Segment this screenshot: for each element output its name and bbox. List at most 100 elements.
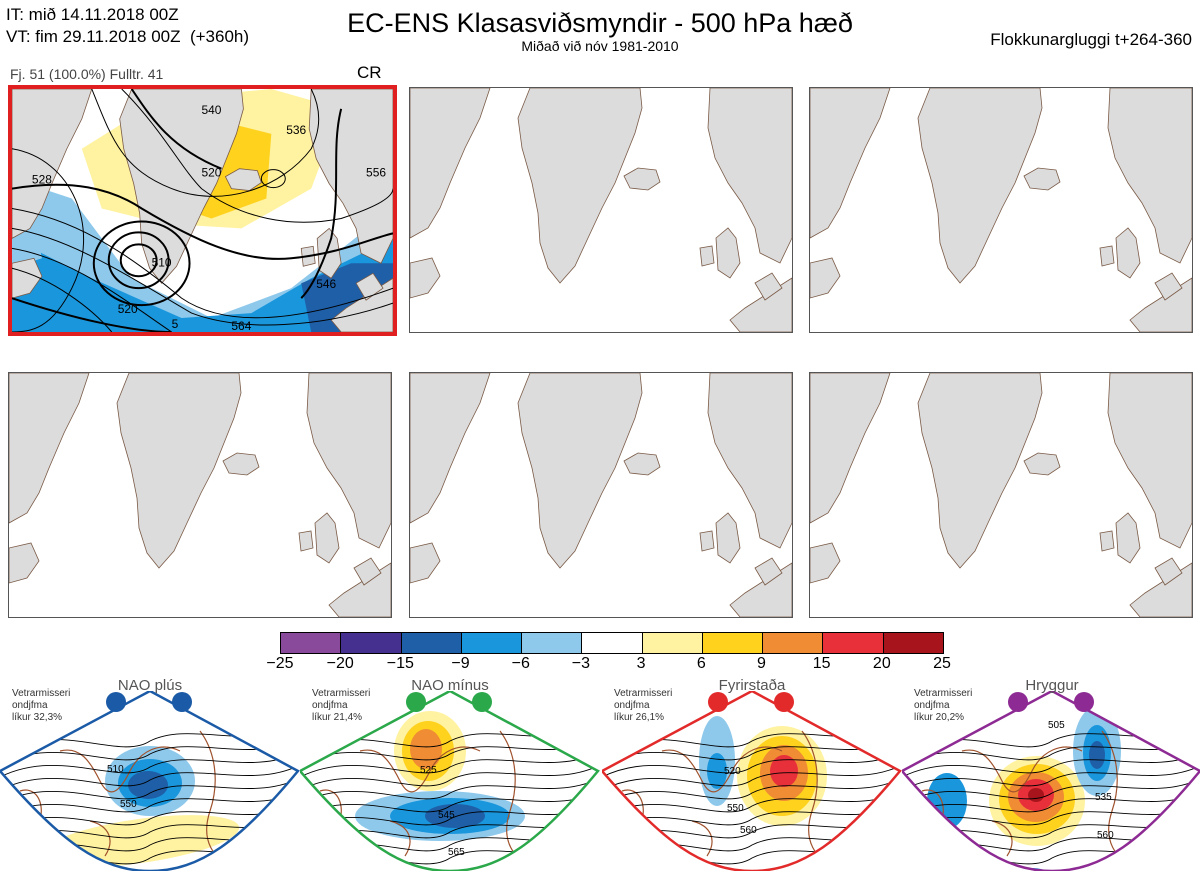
contour-line <box>300 777 598 804</box>
regime-sector-map: 525 545 565 <box>300 691 600 871</box>
regime-marker <box>708 692 728 712</box>
colorbar-swatch <box>763 633 824 653</box>
colorbar-swatch <box>702 633 764 653</box>
colorbar-swatch <box>883 633 943 653</box>
page-title: EC-ENS Klasasviðsmyndir - 500 hPa hæð <box>347 8 853 38</box>
classification-window: Flokkunargluggi t+264-360 <box>990 30 1192 49</box>
regime-marker <box>406 692 426 712</box>
colorbar-tick-label: −9 <box>451 655 470 672</box>
regime-climate-frequency: Vetrarmisseri ondjfma líkur 32,3% <box>12 688 71 723</box>
regime-title: NAO mínus <box>411 677 489 694</box>
colorbar-tick-label: 20 <box>872 655 891 672</box>
contour-label: 520 <box>202 166 222 180</box>
regime-contour-label: 560 <box>740 825 757 836</box>
colorbar-swatch <box>522 633 583 653</box>
colorbar-tick-label: −15 <box>386 655 414 672</box>
colorbar-tick-label: 25 <box>933 655 951 672</box>
regime-contour-label: 565 <box>448 847 465 858</box>
anomaly-shade <box>410 729 442 769</box>
colorbar-tick-label: 6 <box>696 655 706 672</box>
cluster-map-1: 510 520 528 536 540 546 556 564 520 5 <box>8 85 397 336</box>
colorbar-swatch <box>461 633 523 653</box>
panel-regime-label: CR <box>357 63 382 82</box>
vt-line: VT: fim 29.11.2018 00Z (+360h) <box>6 27 250 46</box>
contour-line <box>902 790 1200 817</box>
contour-label: 556 <box>366 166 386 180</box>
regime-sector-map: 510 550 <box>0 691 300 871</box>
contour-line <box>300 790 598 817</box>
contour-label: 5 <box>172 317 179 331</box>
contour-line <box>0 738 298 765</box>
regime-contour-label: 560 <box>1097 830 1114 841</box>
regime-marker <box>774 692 794 712</box>
coastline <box>19 730 231 862</box>
regime-climate-frequency: Vetrarmisseri ondjfma líkur 26,1% <box>614 688 673 723</box>
contour-line <box>0 790 298 817</box>
colorbar-tick-label: 9 <box>757 655 766 672</box>
contour-line <box>300 751 598 778</box>
contour-line <box>902 803 1200 830</box>
anomaly-shade <box>707 753 727 789</box>
regime-title: Fyrirstaða <box>718 677 786 694</box>
panel-info: Fj. 51 (100.0%) Fulltr. 41 <box>10 66 164 82</box>
contour-line <box>602 777 900 804</box>
contour-line <box>0 777 298 804</box>
cluster-map-6 <box>809 372 1193 618</box>
contour-line <box>602 764 900 791</box>
regime-marker <box>172 692 192 712</box>
contour-label: 564 <box>231 319 251 332</box>
contour-label: 520 <box>118 302 138 316</box>
cluster-map-4 <box>8 372 392 618</box>
contour-line <box>300 738 598 765</box>
cluster-map-3 <box>809 87 1193 333</box>
regime-climate-frequency: Vetrarmisseri ondjfma líkur 21,4% <box>312 688 371 723</box>
contour-line <box>902 777 1200 804</box>
contour-label: 536 <box>286 123 306 137</box>
cluster-map-5 <box>409 372 793 618</box>
regime-contour-label: 525 <box>420 765 437 776</box>
contour-line <box>602 738 900 765</box>
colorbar-swatch <box>823 633 884 653</box>
regime-contour-label: 550 <box>120 799 137 810</box>
contour-line <box>602 751 900 778</box>
colorbar-tick-label: −25 <box>266 655 294 672</box>
colorbar-swatch <box>341 633 402 653</box>
regime-contour-label: 520 <box>724 766 741 777</box>
cluster-map-2 <box>409 87 793 333</box>
colorbar-tick-label: −20 <box>326 655 354 672</box>
contour-line <box>300 803 598 830</box>
regime-contour-label: 505 <box>1048 720 1065 731</box>
contour-line <box>602 790 900 817</box>
colorbar-tick-label: −6 <box>511 655 530 672</box>
regime-contour-label: 550 <box>727 803 744 814</box>
regime-sector-map: 520 550 560 <box>602 691 902 871</box>
anomaly-shade <box>1028 788 1044 802</box>
colorbar-tick-label: −3 <box>571 655 591 672</box>
contour-line <box>902 751 1200 778</box>
regime-title: Hryggur <box>1025 677 1079 694</box>
colorbar-swatch <box>401 633 462 653</box>
header-times: IT: mið 14.11.2018 00Z VT: fim 29.11.2018… <box>6 4 249 48</box>
regime-contour-label: 545 <box>438 810 455 821</box>
contour-line <box>902 738 1200 765</box>
regime-marker <box>472 692 492 712</box>
colorbar-swatch <box>582 633 643 653</box>
regime-marker <box>1008 692 1028 712</box>
contour-line <box>0 803 298 830</box>
colorbar-swatch <box>642 633 703 653</box>
colorbar-tick-label: 15 <box>812 655 831 672</box>
regime-title: NAO plús <box>117 677 183 694</box>
regime-climate-frequency: Vetrarmisseri ondjfma líkur 20,2% <box>914 688 973 723</box>
regime-sector-map: 505 535 560 <box>902 691 1200 871</box>
contour-label: 540 <box>202 103 222 117</box>
contour-line <box>300 764 598 791</box>
contour-line <box>0 764 298 791</box>
contour-label: 546 <box>316 277 336 291</box>
colorbar-swatch <box>281 633 342 653</box>
regime-marker <box>1074 692 1094 712</box>
contour-label: 510 <box>152 255 172 269</box>
regime-contour-label: 535 <box>1095 792 1112 803</box>
contour-line <box>602 803 900 830</box>
anomaly-colorbar <box>280 632 944 654</box>
colorbar-tick-label: 3 <box>636 655 646 672</box>
